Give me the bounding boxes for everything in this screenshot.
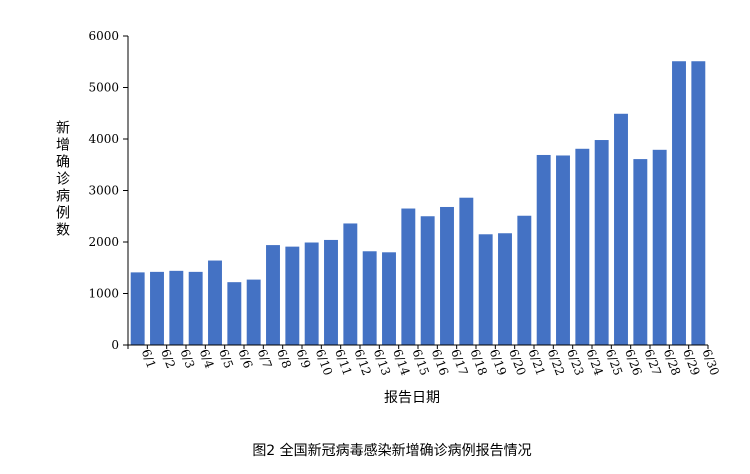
- bar-6-4: [188, 271, 203, 345]
- bar-6-28: [652, 149, 667, 345]
- x-tick-label: 6/3: [178, 347, 198, 370]
- bar-6-1: [130, 272, 145, 345]
- x-tick-label: 6/29: [680, 347, 702, 377]
- bar-6-30: [691, 61, 706, 346]
- x-tick-label: 6/10: [313, 347, 335, 377]
- bar-6-2: [150, 271, 164, 345]
- x-tick-label: 6/5: [216, 347, 236, 370]
- x-tick-label: 6/26: [622, 347, 644, 377]
- y-axis-title: 新增确诊病例数: [56, 121, 70, 239]
- x-tick-label: 6/7: [255, 347, 275, 370]
- x-tick-label: 6/25: [603, 347, 625, 377]
- chart-caption: 图2 全国新冠病毒感染新增确诊病例报告情况: [252, 442, 531, 459]
- bar-6-11: [324, 239, 338, 345]
- x-tick-label: 6/12: [352, 347, 374, 377]
- x-tick-label: 6/6: [236, 347, 256, 370]
- x-tick-label: 6/16: [429, 347, 451, 377]
- bar-6-19: [478, 234, 493, 345]
- y-tick-label: 5000: [88, 81, 119, 95]
- bar-6-3: [169, 270, 184, 345]
- bar-6-9: [285, 246, 300, 345]
- bar-6-17: [440, 206, 454, 345]
- bar-6-29: [672, 61, 686, 346]
- y-tick-label: 6000: [88, 29, 119, 43]
- x-tick-label: 6/2: [158, 347, 178, 370]
- bar-6-27: [633, 159, 648, 345]
- x-tick-label: 6/28: [661, 347, 683, 377]
- bar-6-20: [498, 233, 512, 345]
- bar-6-6: [227, 282, 242, 345]
- x-axis-ticks: 6/1 6/2 6/3 6/4 6/5 6/6 6/7 6/8 6/9 6/106/116/126…: [127, 345, 722, 378]
- bar-6-8: [266, 245, 280, 345]
- x-tick-label: 6/23: [564, 347, 586, 377]
- x-tick-label: 6/8: [274, 347, 294, 370]
- bar-6-18: [459, 197, 474, 345]
- bar-6-22: [536, 154, 551, 345]
- x-tick-label: 6/20: [506, 347, 528, 377]
- x-tick-label: 6/30: [700, 347, 722, 377]
- bar-6-26: [614, 113, 628, 346]
- y-tick-label: 0: [111, 338, 119, 352]
- x-tick-label: 6/14: [390, 347, 412, 377]
- x-axis-title: 报告日期: [384, 390, 440, 406]
- bar-6-13: [362, 251, 377, 345]
- x-tick-label: 6/17: [448, 347, 470, 377]
- bar-6-14: [382, 252, 396, 345]
- bar-6-15: [401, 208, 416, 345]
- x-tick-label: 6/4: [197, 347, 217, 370]
- x-tick-label: 6/18: [468, 347, 490, 377]
- y-axis-ticks: 0 1000 2000 3000 4000 5000 6000: [88, 29, 128, 352]
- x-tick-label: 6/11: [332, 347, 354, 377]
- x-tick-label: 6/27: [642, 347, 664, 377]
- y-tick-label: 2000: [88, 235, 119, 249]
- bar-6-10: [304, 242, 319, 345]
- y-tick-label: 1000: [88, 287, 119, 301]
- x-tick-label: 6/21: [526, 347, 548, 377]
- x-tick-label: 6/24: [584, 347, 606, 377]
- x-tick-label: 6/19: [487, 347, 509, 377]
- bars-group: [130, 61, 706, 346]
- x-tick-label: 6/9: [294, 347, 314, 370]
- y-tick-label: 3000: [88, 184, 119, 198]
- bar-6-12: [343, 223, 358, 345]
- bar-6-16: [420, 216, 435, 345]
- bar-6-7: [246, 279, 261, 345]
- bar-6-21: [517, 215, 532, 345]
- y-tick-label: 4000: [88, 132, 119, 146]
- x-tick-label: 6/22: [545, 347, 567, 377]
- bar-6-25: [594, 140, 609, 345]
- x-tick-label: 6/13: [371, 347, 393, 377]
- bar-6-5: [208, 260, 222, 345]
- bar-6-23: [556, 155, 570, 345]
- x-tick-label: 6/1: [139, 347, 159, 370]
- x-tick-label: 6/15: [410, 347, 432, 377]
- bar-6-24: [575, 148, 590, 345]
